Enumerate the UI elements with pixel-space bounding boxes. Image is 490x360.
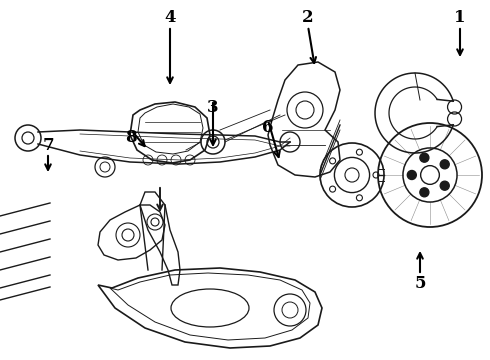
Circle shape	[440, 181, 449, 190]
Text: 3: 3	[207, 99, 219, 117]
Text: 6: 6	[262, 120, 274, 136]
Circle shape	[420, 153, 429, 162]
Circle shape	[420, 188, 429, 197]
Circle shape	[407, 171, 416, 180]
Text: 1: 1	[454, 9, 466, 27]
Circle shape	[440, 160, 449, 169]
Text: 2: 2	[302, 9, 314, 27]
Text: 5: 5	[414, 274, 426, 292]
Text: 8: 8	[125, 130, 137, 147]
Text: 4: 4	[164, 9, 176, 27]
Text: 7: 7	[42, 136, 54, 153]
